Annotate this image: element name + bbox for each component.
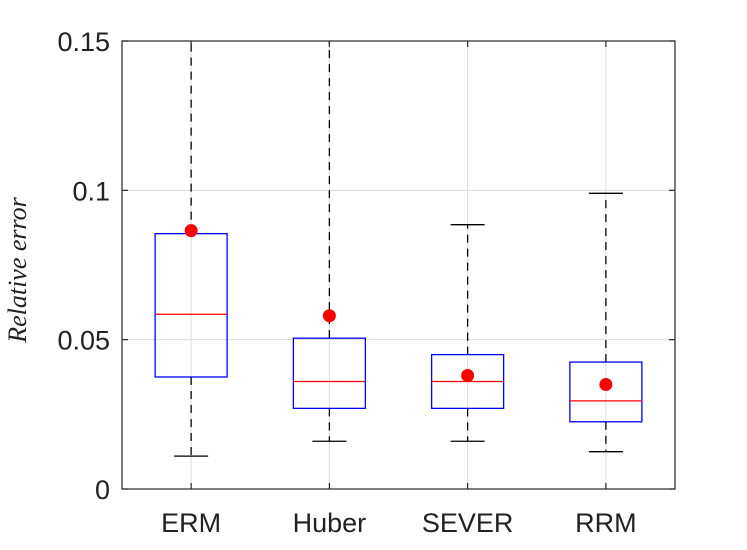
y-axis-label: Relative error (3, 196, 32, 343)
y-tick-label: 0.15 (57, 27, 110, 57)
tick-labels: 0 0.05 0.1 0.15 ERM Huber SEVER RRM (57, 27, 636, 538)
mean-marker (322, 309, 336, 323)
mean-marker (461, 369, 475, 383)
box (569, 361, 643, 423)
mean-marker (184, 224, 198, 238)
axes-frame (121, 40, 676, 490)
y-tick-label: 0 (95, 475, 110, 505)
box (292, 337, 367, 410)
y-tick-label: 0.1 (72, 176, 110, 206)
y-tick-label: 0.05 (57, 326, 110, 356)
x-tick-label: RRM (575, 508, 637, 538)
x-tick-label: SEVER (422, 508, 514, 538)
boxes (154, 41, 643, 457)
ticks (122, 40, 675, 490)
mean-marker (599, 377, 613, 391)
x-tick-label: Huber (293, 508, 367, 538)
x-tick-label: ERM (161, 508, 221, 538)
